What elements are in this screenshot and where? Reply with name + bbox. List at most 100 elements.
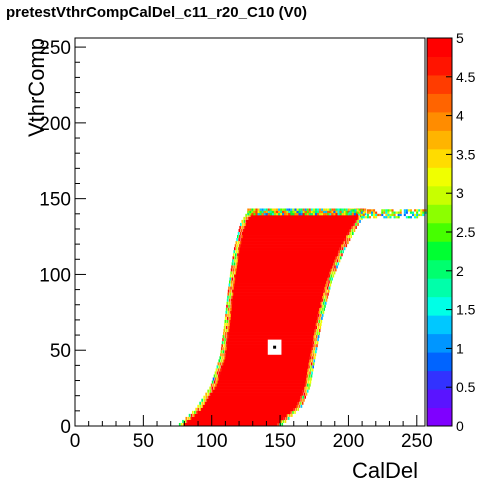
heatmap-cell xyxy=(323,210,326,214)
heatmap-cell xyxy=(327,213,330,216)
heatmap-cell xyxy=(226,335,229,339)
heatmap-cell xyxy=(180,422,183,426)
heatmap-cell xyxy=(210,392,302,396)
heatmap-cell xyxy=(236,244,239,248)
heatmap-cell xyxy=(356,209,359,212)
heatmap-cell xyxy=(302,208,305,211)
heatmap-cell xyxy=(236,259,238,263)
heatmap-cell xyxy=(334,259,337,263)
heatmap-cell xyxy=(213,380,216,384)
heatmap-cell xyxy=(212,383,215,387)
heatmap-cell xyxy=(403,211,406,214)
palette-tick-label: 4.5 xyxy=(456,69,476,85)
heatmap-cell xyxy=(297,407,300,411)
heatmap-cell xyxy=(362,213,365,217)
heatmap-cell xyxy=(332,265,334,269)
heatmap-cell xyxy=(387,211,390,214)
heatmap-cell xyxy=(231,295,233,299)
heatmap-cell xyxy=(244,222,246,226)
heatmap-cell xyxy=(315,335,318,339)
heatmap-cell xyxy=(336,259,339,263)
heatmap-cell xyxy=(205,398,208,402)
heatmap-cell xyxy=(183,422,185,426)
heatmap-cell xyxy=(227,332,229,336)
heatmap-cell xyxy=(275,208,279,211)
heatmap-cell xyxy=(255,208,258,211)
heatmap-cell xyxy=(313,359,316,363)
heatmap-cell xyxy=(329,210,332,214)
heatmap-cell xyxy=(302,213,305,216)
heatmap-cell xyxy=(330,268,333,272)
heatmap-cell xyxy=(391,211,394,214)
heatmap-cell xyxy=(261,213,264,216)
heatmap-cell xyxy=(261,210,264,214)
heatmap-cell xyxy=(357,222,359,226)
heatmap-cell xyxy=(368,216,371,219)
heatmap-cell xyxy=(391,209,394,212)
heatmap-cell xyxy=(319,325,322,329)
heatmap-cell xyxy=(321,313,324,317)
heatmap-cell xyxy=(267,213,270,216)
heatmap-cell xyxy=(228,316,231,320)
heatmap-cell xyxy=(310,377,312,381)
heatmap-cell xyxy=(225,347,227,351)
palette-tick-label: 1.5 xyxy=(456,302,476,318)
heatmap-cell xyxy=(348,211,351,214)
heatmap-cell xyxy=(343,247,346,251)
heatmap-cell xyxy=(310,213,313,216)
heatmap-cell xyxy=(233,286,325,290)
palette-swatch xyxy=(427,259,452,279)
heatmap-cell xyxy=(397,213,400,217)
heatmap-cell xyxy=(232,253,235,257)
heatmap-cell xyxy=(381,211,384,214)
heatmap-cell xyxy=(227,310,230,314)
heatmap-cell xyxy=(341,244,343,248)
x-tick-label: 150 xyxy=(264,431,296,452)
heatmap-cell xyxy=(185,416,188,420)
heatmap-cell xyxy=(377,213,380,217)
heatmap-cell xyxy=(356,211,359,214)
heatmap-cell xyxy=(316,319,319,323)
heatmap-cell xyxy=(321,307,323,311)
heatmap-cell xyxy=(245,213,247,217)
heatmap-cell xyxy=(319,213,322,216)
heatmap-cell xyxy=(275,210,279,214)
heatmap-cell xyxy=(368,211,371,214)
heatmap-cell xyxy=(186,419,188,423)
heatmap-cell xyxy=(227,307,230,311)
heatmap-cell xyxy=(420,213,423,217)
heatmap-cell xyxy=(290,410,292,414)
heatmap-cell xyxy=(316,208,320,211)
heatmap-cell xyxy=(304,386,306,390)
heatmap-cell xyxy=(407,216,410,219)
heatmap-cell xyxy=(223,356,226,360)
heatmap-cell xyxy=(228,319,231,323)
heatmap-cell xyxy=(225,325,228,329)
x-tick-label: 100 xyxy=(196,431,228,452)
heatmap-cell xyxy=(238,247,240,251)
heatmap-cell xyxy=(199,401,201,405)
heatmap-cell xyxy=(333,213,336,216)
heatmap-cell xyxy=(347,232,350,236)
heatmap-cell xyxy=(212,377,215,381)
heatmap-cell xyxy=(234,277,328,281)
heatmap-cell xyxy=(234,280,327,284)
heatmap-cell xyxy=(315,325,317,329)
heatmap-cell xyxy=(243,216,245,220)
heatmap-cell xyxy=(293,407,295,411)
heatmap-cell xyxy=(375,216,378,219)
heatmap-cell xyxy=(316,344,318,348)
heatmap-cell xyxy=(229,280,231,284)
heatmap-cell xyxy=(316,316,319,320)
heatmap-cell xyxy=(327,277,329,281)
heatmap-cell xyxy=(229,277,232,281)
heatmap-cell xyxy=(321,316,323,320)
heatmap-cell xyxy=(269,210,272,214)
heatmap-cell xyxy=(222,365,309,369)
heatmap-cell xyxy=(393,216,396,219)
heatmap-cell xyxy=(218,359,221,363)
heatmap-cell xyxy=(209,392,212,396)
heatmap-cell xyxy=(310,374,313,378)
heatmap-cell xyxy=(320,310,323,314)
heatmap-cell xyxy=(355,222,357,226)
